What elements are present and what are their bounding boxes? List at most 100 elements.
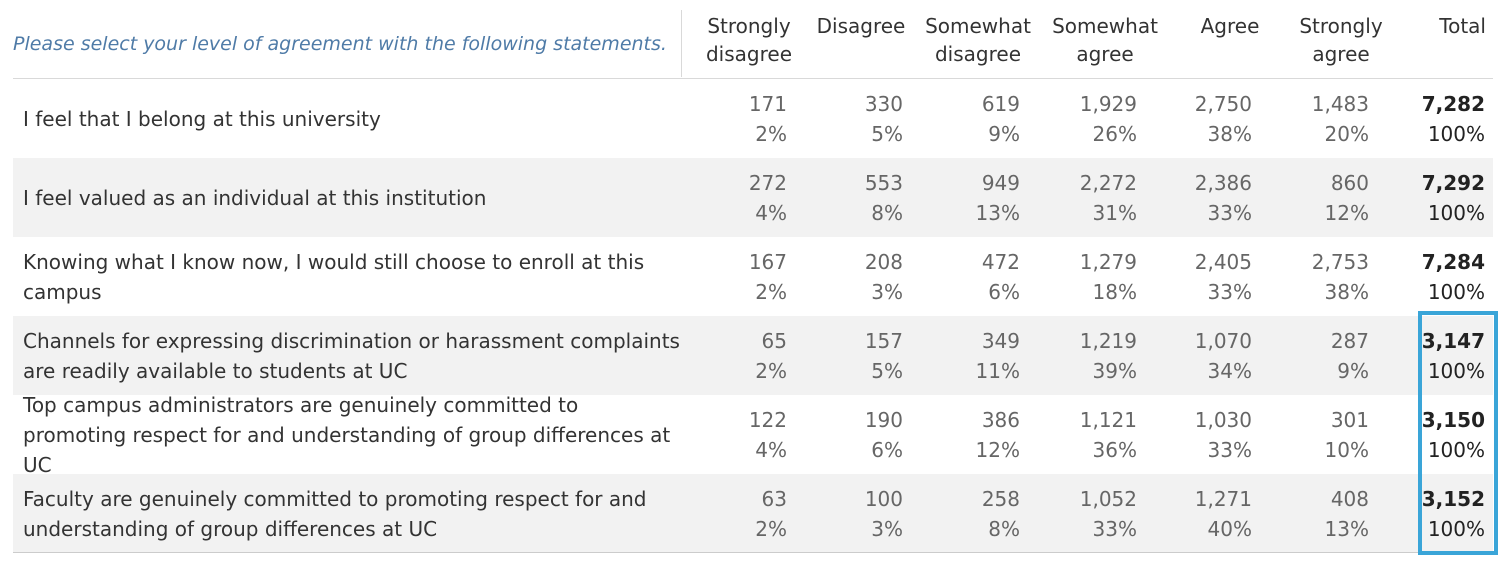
response-count: 860 [1330, 171, 1369, 195]
response-count: 553 [864, 171, 903, 195]
response-percent: 8% [988, 517, 1020, 541]
column-header-disagree: Disagree [816, 14, 906, 38]
response-count: 190 [864, 408, 903, 432]
total-count: 7,292 [1421, 171, 1485, 195]
response-percent: 12% [975, 438, 1020, 462]
row-statement: Faculty are genuinely committed to promo… [23, 486, 647, 541]
response-percent: 2% [755, 359, 787, 383]
total-cell: 3,152 100% [1375, 484, 1485, 544]
response-cell: 167 2% [677, 247, 787, 307]
response-count: 349 [981, 329, 1020, 353]
table-row: Channels for expressing discrimination o… [13, 316, 1493, 395]
total-percent: 100% [1427, 122, 1485, 146]
response-percent: 3% [871, 280, 903, 304]
response-count: 167 [748, 250, 787, 274]
total-count: 7,282 [1421, 92, 1485, 116]
total-count: 3,152 [1421, 487, 1485, 511]
table-prompt: Please select your level of agreement wi… [13, 33, 667, 55]
response-count: 157 [864, 329, 903, 353]
response-cell: 472 6% [910, 247, 1020, 307]
column-header-agree: Agree [1200, 14, 1260, 38]
response-count: 65 [761, 329, 787, 353]
response-cell: 2,405 33% [1142, 247, 1252, 307]
response-cell: 1,070 34% [1142, 326, 1252, 386]
total-percent: 100% [1427, 359, 1485, 383]
response-percent: 38% [1207, 122, 1252, 146]
response-cell: 386 12% [910, 405, 1020, 465]
response-count: 949 [981, 171, 1020, 195]
response-percent: 18% [1092, 280, 1137, 304]
response-cell: 619 9% [910, 89, 1020, 149]
response-count: 63 [761, 487, 787, 511]
total-cell: 3,147 100% [1375, 326, 1485, 386]
response-percent: 12% [1324, 201, 1369, 225]
response-cell: 287 9% [1259, 326, 1369, 386]
column-header-somewhat-agree: Somewhat agree [1052, 14, 1158, 66]
response-cell: 1,052 33% [1027, 484, 1137, 544]
response-count: 1,279 [1079, 250, 1137, 274]
response-cell: 1,219 39% [1027, 326, 1137, 386]
response-count: 2,753 [1311, 250, 1369, 274]
response-count: 408 [1330, 487, 1369, 511]
response-percent: 20% [1324, 122, 1369, 146]
response-cell: 1,929 26% [1027, 89, 1137, 149]
response-cell: 2,386 33% [1142, 168, 1252, 228]
response-cell: 2,750 38% [1142, 89, 1252, 149]
response-cell: 1,030 33% [1142, 405, 1252, 465]
row-statement: Channels for expressing discrimination o… [23, 328, 680, 383]
total-highlight-box [1418, 311, 1498, 555]
response-count: 171 [748, 92, 787, 116]
response-cell: 949 13% [910, 168, 1020, 228]
response-cell: 157 5% [793, 326, 903, 386]
response-percent: 40% [1207, 517, 1252, 541]
column-header-somewhat-disagree: Somewhat disagree [925, 14, 1031, 66]
response-count: 330 [864, 92, 903, 116]
response-percent: 9% [988, 122, 1020, 146]
response-percent: 8% [871, 201, 903, 225]
response-percent: 5% [871, 359, 903, 383]
column-header-total: Total [1439, 14, 1486, 38]
response-cell: 408 13% [1259, 484, 1369, 544]
response-count: 1,052 [1079, 487, 1137, 511]
response-cell: 100 3% [793, 484, 903, 544]
row-statement: Knowing what I know now, I would still c… [23, 249, 645, 304]
response-cell: 63 2% [677, 484, 787, 544]
row-statement: I feel that I belong at this university [23, 106, 381, 131]
total-percent: 100% [1427, 280, 1485, 304]
response-percent: 9% [1337, 359, 1369, 383]
response-percent: 13% [1324, 517, 1369, 541]
response-cell: 190 6% [793, 405, 903, 465]
response-percent: 33% [1207, 438, 1252, 462]
table-row: Faculty are genuinely committed to promo… [13, 474, 1493, 553]
response-count: 386 [981, 408, 1020, 432]
response-cell: 122 4% [677, 405, 787, 465]
response-percent: 6% [988, 280, 1020, 304]
header-bottom-rule [13, 78, 1493, 79]
response-percent: 13% [975, 201, 1020, 225]
response-percent: 11% [975, 359, 1020, 383]
table-row: Knowing what I know now, I would still c… [13, 237, 1493, 316]
total-count: 3,150 [1421, 408, 1485, 432]
table-row: I feel that I belong at this university 1… [13, 79, 1493, 158]
response-cell: 1,279 18% [1027, 247, 1137, 307]
response-count: 100 [864, 487, 903, 511]
table-bottom-rule [13, 552, 1493, 553]
response-percent: 39% [1092, 359, 1137, 383]
response-count: 472 [981, 250, 1020, 274]
response-percent: 2% [755, 122, 787, 146]
response-percent: 31% [1092, 201, 1137, 225]
response-count: 1,070 [1194, 329, 1252, 353]
table-row: Top campus administrators are genuinely … [13, 393, 1493, 477]
response-percent: 34% [1207, 359, 1252, 383]
response-percent: 33% [1207, 201, 1252, 225]
response-cell: 171 2% [677, 89, 787, 149]
response-percent: 26% [1092, 122, 1137, 146]
response-count: 1,929 [1079, 92, 1137, 116]
response-count: 2,405 [1194, 250, 1252, 274]
total-percent: 100% [1427, 201, 1485, 225]
total-cell: 7,284 100% [1375, 247, 1485, 307]
total-count: 3,147 [1421, 329, 1485, 353]
response-count: 2,386 [1194, 171, 1252, 195]
total-cell: 3,150 100% [1375, 405, 1485, 465]
response-count: 619 [981, 92, 1020, 116]
